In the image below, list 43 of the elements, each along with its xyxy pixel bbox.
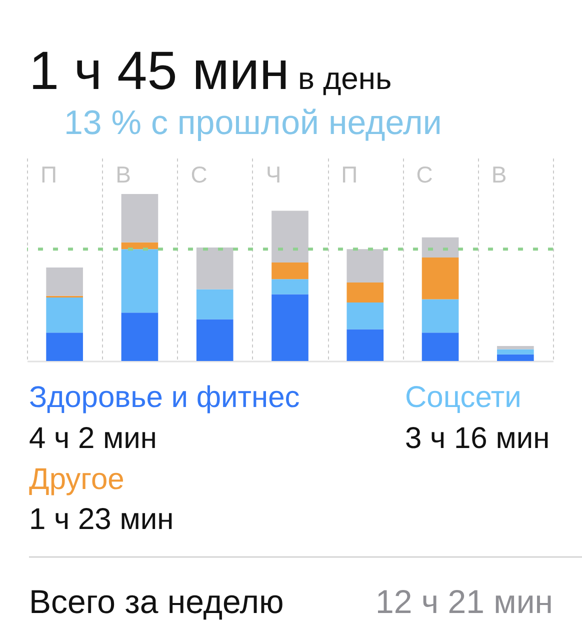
- text: Всего за неделю: [29, 583, 284, 620]
- bar: [196, 247, 234, 290]
- text: 12 ч 21 мин: [376, 583, 553, 620]
- bar: [422, 257, 459, 300]
- bar: [272, 294, 308, 361]
- text: Другое: [29, 463, 124, 496]
- x-tick-label: П: [341, 162, 358, 188]
- bar: [196, 289, 234, 320]
- bar: [497, 354, 534, 361]
- bar: [121, 312, 158, 361]
- bar: [497, 349, 534, 354]
- bar: [272, 279, 308, 294]
- x-tick-label: С: [416, 162, 433, 188]
- bar: [497, 346, 534, 350]
- x-tick-label: П: [40, 162, 58, 188]
- bar: [121, 249, 158, 313]
- x-tick-label: В: [116, 162, 131, 188]
- bar: [346, 249, 384, 283]
- x-tick-label: В: [491, 162, 507, 188]
- bar: [272, 262, 308, 280]
- bar: [46, 267, 83, 296]
- bar: [346, 282, 384, 303]
- bar: [46, 298, 83, 333]
- chart-subtitle: 13 % с прошлой недели: [64, 104, 442, 142]
- series-label: Здоровье и фитнес: [29, 381, 300, 414]
- text: 4 ч 2 мин: [29, 422, 157, 455]
- bar: [346, 329, 384, 361]
- x-tick-label: С: [190, 162, 208, 188]
- text: 1 ч 23 мин: [29, 503, 174, 536]
- bar: [196, 319, 234, 361]
- chart-title: 1 ч 45 мин: [29, 41, 290, 101]
- bar: [422, 299, 459, 333]
- bar: [422, 237, 459, 258]
- text: 3 ч 16 мин: [405, 422, 550, 455]
- bar: [121, 242, 158, 250]
- series-label: Соцсети: [405, 381, 522, 414]
- bar: [346, 302, 384, 330]
- bar: [272, 210, 308, 262]
- bar: [422, 332, 459, 361]
- text: в день: [298, 61, 392, 96]
- x-tick-label: Ч: [266, 162, 282, 188]
- bar: [121, 194, 158, 242]
- bar: [46, 332, 83, 361]
